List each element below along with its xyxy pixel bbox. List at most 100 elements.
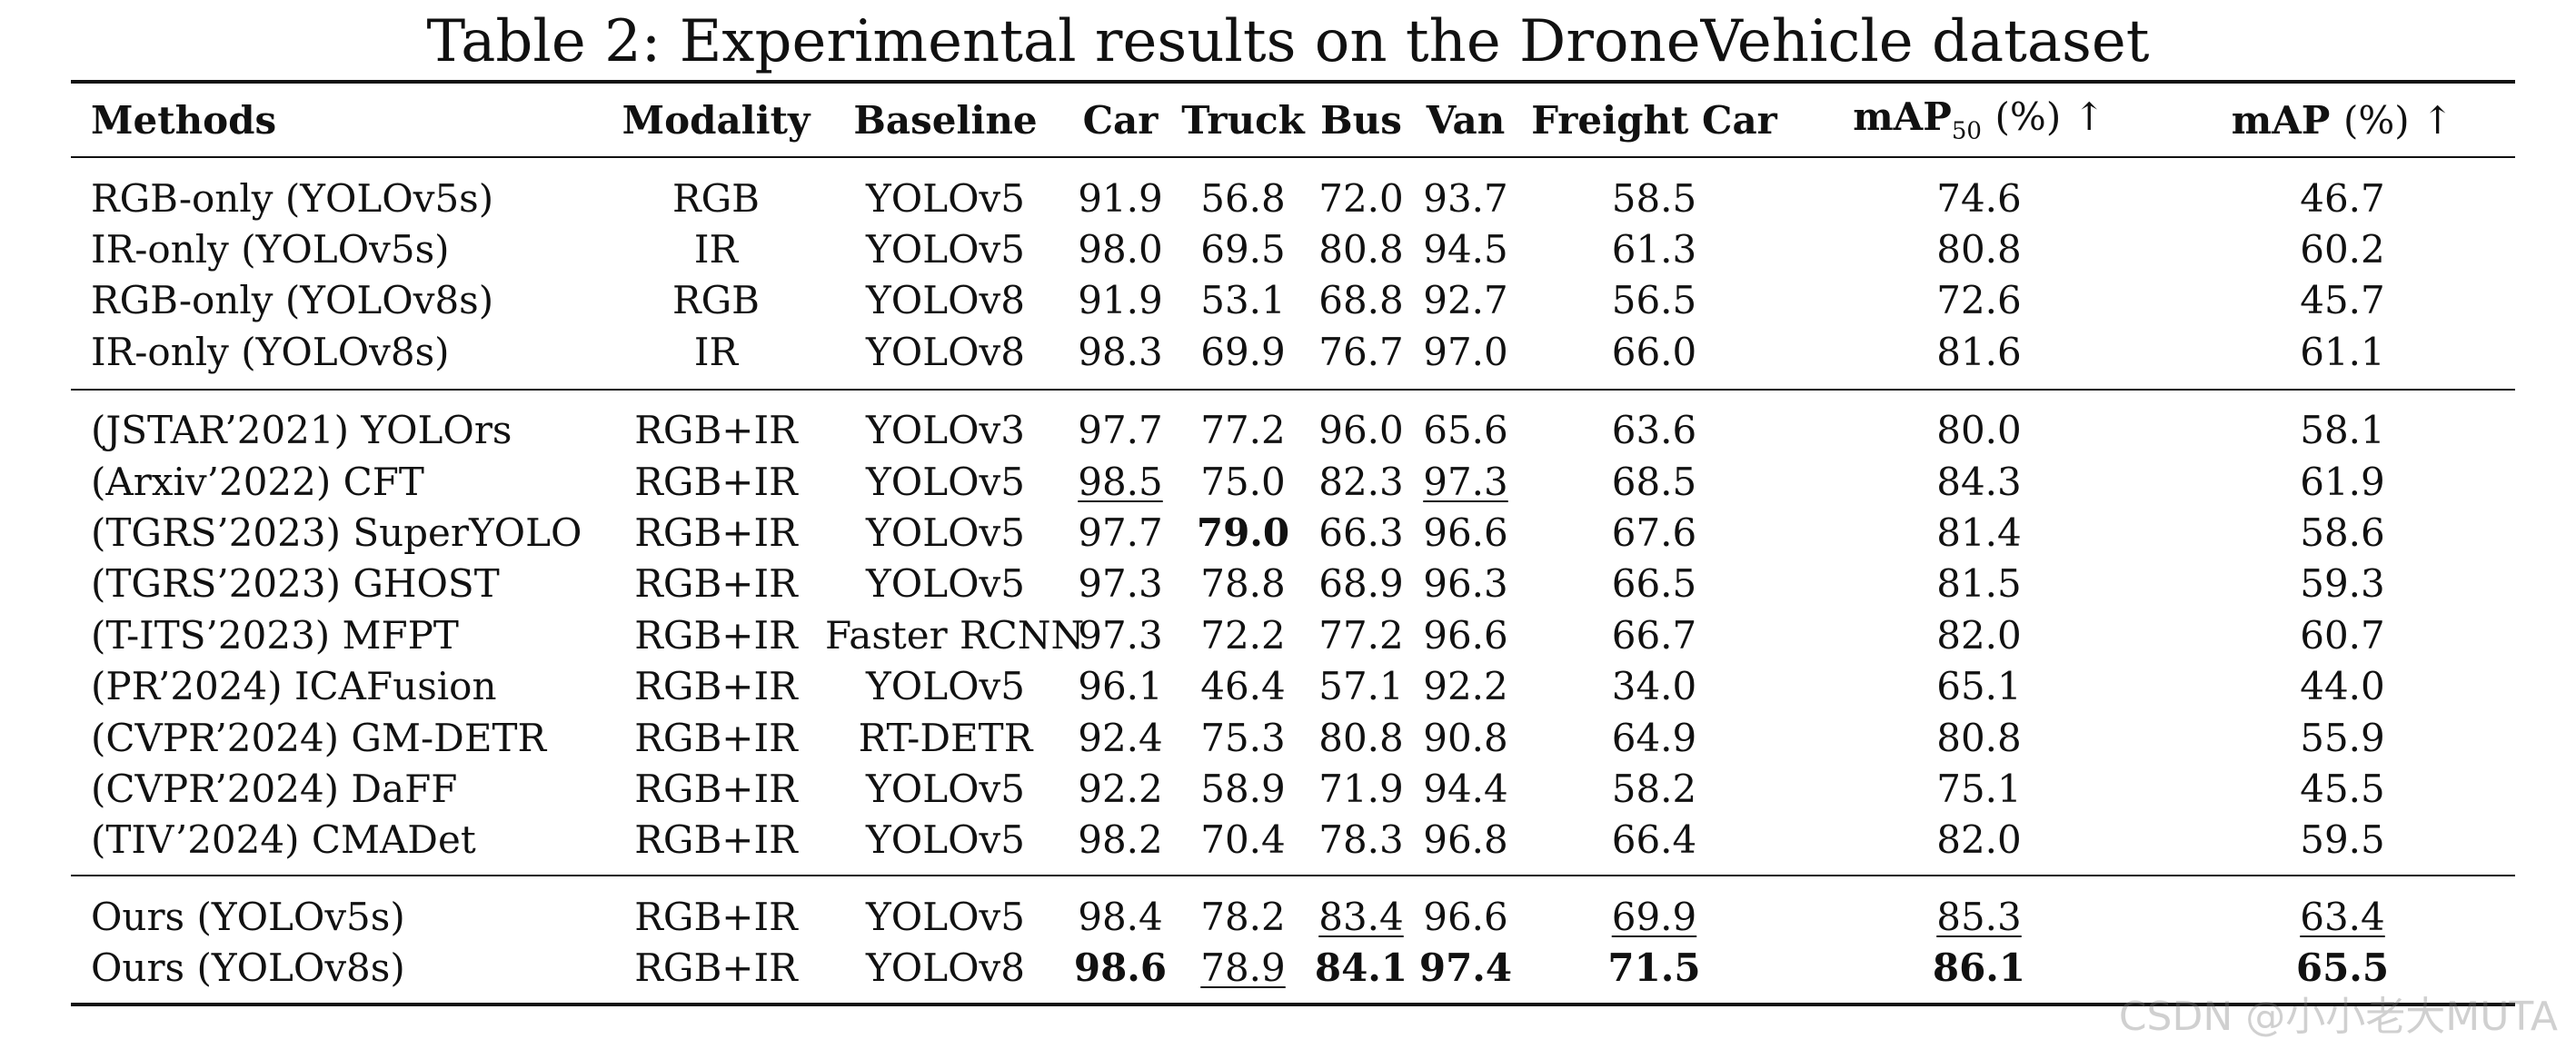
table-row: (CVPR’2024) GM-DETR RGB+IR RT-DETR 92.4 … xyxy=(71,712,2515,763)
cell-truck: 70.4 xyxy=(1200,817,1286,863)
cell-bus: 77.2 xyxy=(1318,612,1404,658)
cell-map: 59.5 xyxy=(2300,817,2385,863)
cell-map: 58.6 xyxy=(2300,510,2385,556)
cell-method: Ours (YOLOv8s) xyxy=(71,942,607,1006)
header-map: mAP (%) ↑ xyxy=(2170,80,2515,158)
cell-baseline: YOLOv8 xyxy=(825,942,1066,1006)
cell-modality: RGB+IR xyxy=(607,388,825,456)
cell-freight-car: 66.4 xyxy=(1611,817,1697,863)
table-row: Ours (YOLOv5s) RGB+IR YOLOv5 98.4 78.2 8… xyxy=(71,875,2515,943)
cell-baseline: YOLOv5 xyxy=(825,875,1066,943)
table-row: IR-only (YOLOv5s) IR YOLOv5 98.0 69.5 80… xyxy=(71,223,2515,274)
cell-method: (Arxiv’2022) CFT xyxy=(91,459,424,504)
table-row: (TGRS’2023) SuperYOLO RGB+IR YOLOv5 97.7… xyxy=(71,507,2515,558)
cell-modality: RGB+IR xyxy=(634,664,798,709)
cell-map50: 65.1 xyxy=(1936,664,2022,709)
cell-van: 90.8 xyxy=(1423,715,1508,760)
table-row: (TGRS’2023) GHOST RGB+IR YOLOv5 97.3 78.… xyxy=(71,559,2515,609)
header-map-label: mAP xyxy=(2231,97,2331,143)
cell-bus: 78.3 xyxy=(1318,817,1404,863)
cell-method: Ours (YOLOv5s) xyxy=(71,875,607,943)
cell-car: 92.4 xyxy=(1078,715,1163,760)
cell-car: 97.7 xyxy=(1066,388,1175,456)
header-modality: Modality xyxy=(607,80,825,158)
cell-method: (T-ITS’2023) MFPT xyxy=(91,612,459,658)
group-prior-methods: (JSTAR’2021) YOLOrs RGB+IR YOLOv3 97.7 7… xyxy=(71,388,2515,876)
cell-map50: 80.8 xyxy=(1936,715,2022,760)
cell-map50: 81.6 xyxy=(1936,329,2022,374)
cell-method: RGB-only (YOLOv5s) xyxy=(91,175,494,221)
cell-freight-car: 69.9 xyxy=(1520,875,1788,943)
cell-modality: RGB+IR xyxy=(607,942,825,1006)
cell-truck: 69.5 xyxy=(1200,227,1286,272)
cell-map50: 80.0 xyxy=(1788,388,2170,456)
cell-van: 96.3 xyxy=(1423,561,1508,607)
cell-car: 92.2 xyxy=(1078,766,1163,811)
cell-freight-car: 67.6 xyxy=(1611,510,1697,556)
header-map50-sub: 50 xyxy=(1951,117,1982,145)
cell-map: 59.3 xyxy=(2300,561,2385,607)
results-table: Methods Modality Baseline Car Truck Bus … xyxy=(71,80,2515,1006)
cell-bus: 57.1 xyxy=(1318,664,1404,709)
header-car: Car xyxy=(1066,80,1175,158)
group-ours: Ours (YOLOv5s) RGB+IR YOLOv5 98.4 78.2 8… xyxy=(71,875,2515,1006)
header-map-unit: (%) ↑ xyxy=(2343,97,2454,143)
cell-truck: 56.8 xyxy=(1200,175,1286,221)
cell-bus: 68.9 xyxy=(1318,561,1404,607)
cell-car: 98.2 xyxy=(1078,817,1163,863)
table-header: Methods Modality Baseline Car Truck Bus … xyxy=(71,80,2515,158)
cell-baseline: YOLOv5 xyxy=(866,459,1025,504)
cell-method: (JSTAR’2021) YOLOrs xyxy=(71,388,607,456)
group-single-modality: RGB-only (YOLOv5s) RGB YOLOv5 91.9 56.8 … xyxy=(71,157,2515,390)
cell-map: 44.0 xyxy=(2300,664,2385,709)
cell-baseline: YOLOv8 xyxy=(866,329,1025,374)
header-truck: Truck xyxy=(1175,80,1311,158)
cell-freight-car: 66.5 xyxy=(1611,561,1697,607)
cell-freight-car: 58.2 xyxy=(1611,766,1697,811)
header-bus: Bus xyxy=(1311,80,1411,158)
cell-modality: RGB+IR xyxy=(634,561,798,607)
cell-modality: IR xyxy=(693,329,739,374)
cell-method: (CVPR’2024) DaFF xyxy=(91,766,458,811)
cell-modality: RGB+IR xyxy=(634,817,798,863)
cell-car: 97.3 xyxy=(1078,612,1163,658)
cell-car: 98.4 xyxy=(1066,875,1175,943)
cell-map: 60.2 xyxy=(2300,227,2385,272)
cell-car: 98.3 xyxy=(1078,329,1163,374)
cell-map: 45.7 xyxy=(2300,278,2385,323)
cell-method: (PR’2024) ICAFusion xyxy=(91,664,497,709)
cell-method: IR-only (YOLOv8s) xyxy=(91,329,450,374)
cell-van: 92.2 xyxy=(1423,664,1508,709)
cell-freight-car: 66.7 xyxy=(1611,612,1697,658)
cell-bus: 84.1 xyxy=(1311,942,1411,1006)
cell-modality: RGB+IR xyxy=(634,510,798,556)
cell-map: 55.9 xyxy=(2300,715,2385,760)
header-map50-label: mAP xyxy=(1853,94,1952,140)
cell-map50: 82.0 xyxy=(1936,612,2022,658)
cell-map: 65.5 xyxy=(2170,942,2515,1006)
watermark: CSDN @小小老大MUTA xyxy=(2118,994,2558,1040)
cell-truck: 58.9 xyxy=(1200,766,1286,811)
cell-bus: 80.8 xyxy=(1318,715,1404,760)
table-row: RGB-only (YOLOv8s) RGB YOLOv8 91.9 53.1 … xyxy=(71,275,2515,326)
cell-map50: 84.3 xyxy=(1936,459,2022,504)
cell-freight-car: 63.6 xyxy=(1520,388,1788,456)
cell-van: 65.6 xyxy=(1411,388,1520,456)
cell-car: 98.5 xyxy=(1078,459,1163,504)
cell-truck: 78.9 xyxy=(1175,942,1311,1006)
cell-bus: 96.0 xyxy=(1311,388,1411,456)
cell-baseline: YOLOv5 xyxy=(866,227,1025,272)
cell-truck: 46.4 xyxy=(1200,664,1286,709)
cell-truck: 75.3 xyxy=(1200,715,1286,760)
cell-van: 96.8 xyxy=(1423,817,1508,863)
cell-map: 46.7 xyxy=(2300,175,2385,221)
table-row: (JSTAR’2021) YOLOrs RGB+IR YOLOv3 97.7 7… xyxy=(71,388,2515,456)
cell-bus: 72.0 xyxy=(1318,175,1404,221)
table-row: Ours (YOLOv8s) RGB+IR YOLOv8 98.6 78.9 8… xyxy=(71,942,2515,1006)
cell-truck: 77.2 xyxy=(1175,388,1311,456)
header-baseline: Baseline xyxy=(825,80,1066,158)
cell-car: 96.1 xyxy=(1078,664,1163,709)
cell-van: 97.3 xyxy=(1423,459,1508,504)
header-map50: mAP50 (%) ↑ xyxy=(1788,80,2170,158)
cell-modality: RGB+IR xyxy=(634,715,798,760)
